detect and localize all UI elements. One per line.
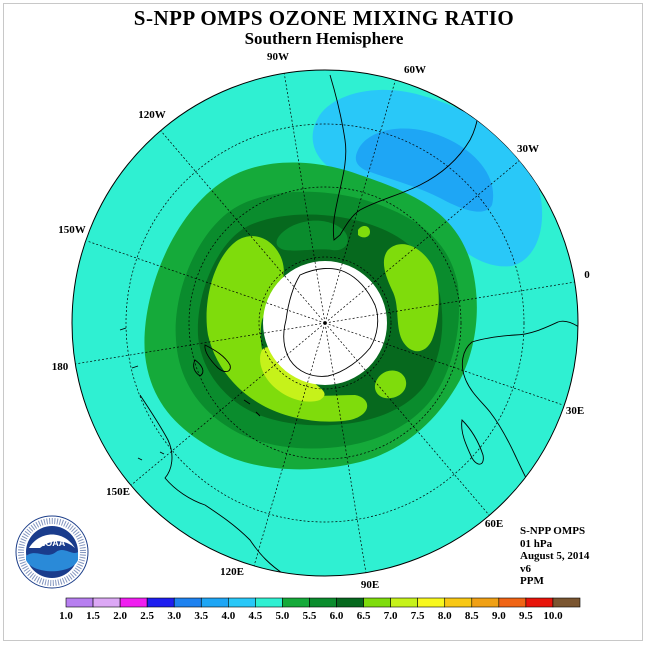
lon-label-180: 180 — [52, 361, 69, 373]
ozone-region-6.5-7-north — [358, 226, 370, 238]
colorbar-label: 2.5 — [140, 610, 154, 622]
colorbar-swatch — [444, 597, 473, 608]
lon-label-90e: 90E — [361, 579, 379, 591]
info-instrument: S-NPP OMPS — [520, 525, 586, 537]
colorbar-swatch — [471, 597, 500, 608]
colorbar-label: 9.5 — [519, 610, 533, 622]
colorbar-swatch — [552, 597, 581, 608]
colorbar-swatch — [119, 597, 148, 608]
ozone-region-6.5-7-west — [206, 236, 368, 422]
coastline-madagascar — [461, 419, 484, 465]
lon-label-0: 0 — [584, 269, 590, 281]
map-subtitle: Southern Hemisphere — [244, 29, 404, 48]
colorbar-swatch — [255, 597, 283, 608]
colorbar-label: 1.5 — [86, 610, 100, 622]
colorbar-label: 4.0 — [221, 610, 235, 622]
lon-label-120e: 120E — [220, 566, 244, 578]
colorbar-label: 6.0 — [330, 610, 344, 622]
colorbar-swatch — [309, 597, 337, 608]
colorbar-swatch — [146, 597, 175, 608]
coastline-antarctica — [283, 268, 379, 377]
colorbar-label: 7.5 — [411, 610, 425, 622]
lon-label-150e: 150E — [106, 486, 130, 498]
ozone-field — [74, 72, 578, 576]
colorbar-label: 1.0 — [59, 610, 73, 622]
colorbar-label: 5.0 — [276, 610, 290, 622]
lon-label-30e: 30E — [566, 405, 584, 417]
colorbar-swatch — [390, 597, 418, 608]
colorbar: 1.0 1.5 2.0 2.5 3.0 3.5 4.0 4.5 5.0 5.5 6.0 6.5 7.0 7… — [59, 597, 581, 622]
info-date: August 5, 2014 — [520, 550, 590, 562]
lon-label-60e: 60E — [485, 518, 503, 530]
ozone-region-5.5-patch — [276, 220, 348, 251]
ozone-region-3.5-4 — [355, 128, 494, 212]
colorbar-label: 8.0 — [438, 610, 452, 622]
coastline-islands — [119, 327, 261, 461]
colorbar-label: 7.0 — [384, 610, 398, 622]
graticule-parallels — [125, 123, 525, 523]
coastline-south-america — [329, 74, 480, 241]
colorbar-label: 2.0 — [113, 610, 127, 622]
colorbar-swatch — [363, 597, 391, 608]
info-version: v6 — [520, 562, 531, 575]
lon-label-30w: 30W — [517, 143, 539, 155]
lon-label-90w: 90W — [267, 51, 289, 63]
info-block: S-NPP OMPS 01 hPa August 5, 2014 v6 PPM — [520, 525, 589, 588]
colorbar-swatch — [65, 597, 94, 608]
colorbar-swatch — [228, 597, 256, 608]
longitude-labels: 90W 60W 30W 0 30E 60E 90E 120E 150E 180 … — [52, 51, 591, 591]
colorbar-label: 10.0 — [543, 610, 563, 622]
colorbar-label: 3.0 — [167, 610, 181, 622]
south-pole-marker — [323, 321, 327, 325]
figure-frame — [3, 3, 643, 641]
colorbar-label: 5.5 — [303, 610, 317, 622]
colorbar-label: 8.5 — [465, 610, 479, 622]
colorbar-swatch — [417, 597, 446, 608]
colorbar-swatch — [200, 597, 229, 608]
lon-label-120w: 120W — [138, 109, 166, 121]
lon-label-150w: 150W — [58, 224, 86, 236]
colorbar-swatch — [173, 597, 202, 608]
colorbar-label: 4.5 — [248, 610, 262, 622]
info-units: PPM — [520, 575, 544, 587]
colorbar-swatch — [336, 597, 364, 608]
noaa-logo: NOAA — [15, 515, 89, 589]
colorbar-label: 3.5 — [194, 610, 208, 622]
lon-label-60w: 60W — [404, 64, 426, 76]
ozone-region-6.5-7-south — [374, 370, 407, 399]
ozone-region-6.5-7-east — [383, 244, 439, 352]
colorbar-swatch — [282, 597, 310, 608]
colorbar-swatch — [92, 597, 121, 608]
colorbar-label: 9.0 — [492, 610, 506, 622]
colorbar-swatch — [498, 597, 527, 608]
graticule-meridians — [74, 72, 576, 574]
colorbar-label: 6.5 — [357, 610, 371, 622]
colorbar-swatch — [525, 597, 554, 608]
noaa-logo-text: NOAA — [39, 538, 66, 548]
info-level: 01 hPa — [520, 537, 553, 550]
map-title: S-NPP OMPS OZONE MIXING RATIO — [133, 6, 515, 30]
